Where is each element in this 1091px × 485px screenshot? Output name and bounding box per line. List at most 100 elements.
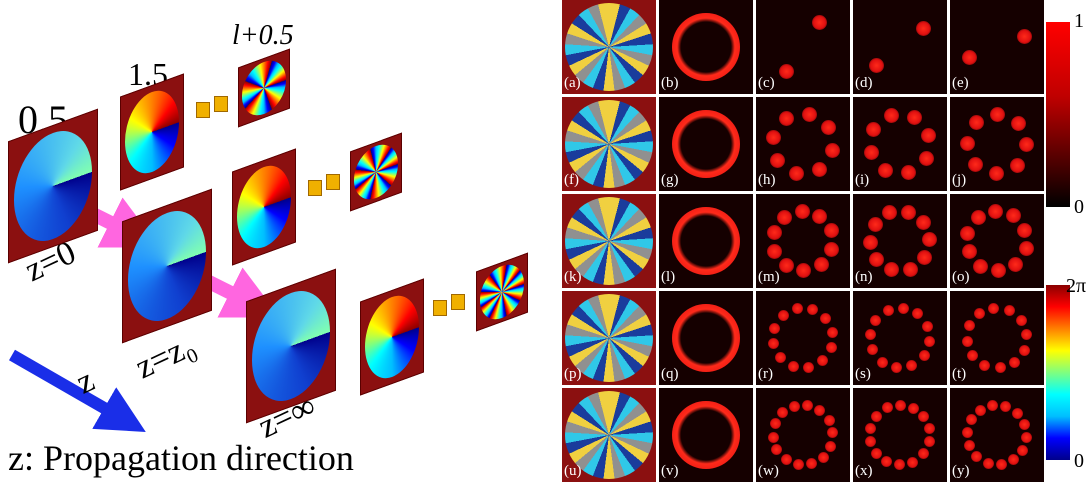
intensity-lobe	[959, 135, 975, 151]
intensity-lobe	[907, 456, 919, 468]
spoke-pattern	[565, 391, 653, 479]
phase-disk	[252, 279, 330, 413]
intensity-lobe	[907, 402, 919, 414]
intensity-lobe	[825, 342, 837, 354]
intensity-lobe	[794, 203, 810, 219]
ring	[672, 401, 740, 469]
ellipsis-dot	[451, 294, 465, 310]
intensity-lobe	[882, 205, 898, 221]
intensity-lobe	[915, 20, 931, 36]
intensity-lobe	[987, 399, 999, 411]
panel: (n)	[853, 194, 947, 288]
panel: (t)	[950, 291, 1044, 385]
ellipsis-dot	[308, 180, 322, 196]
phase-disk	[236, 156, 292, 258]
panel: (e)	[950, 0, 1044, 94]
panel: (u)	[562, 388, 656, 482]
intensity-lobe	[788, 400, 800, 412]
intensity-lobe	[973, 308, 985, 320]
intensity-lobe	[825, 440, 837, 452]
intensity-lobe	[871, 410, 883, 422]
intensity-lobe	[801, 107, 817, 123]
intensity-lobe	[1017, 444, 1029, 456]
intensity-lobe	[774, 352, 786, 364]
intensity-lobe	[767, 431, 779, 443]
panel: (a)	[562, 0, 656, 94]
phase-disk	[480, 258, 524, 326]
intensity-lobe	[807, 304, 819, 316]
intensity-lobe	[812, 208, 828, 224]
panel: (m)	[756, 194, 850, 288]
intensity-lobe	[918, 151, 934, 167]
intensity-lobe	[995, 459, 1007, 471]
panel-label: (o)	[952, 269, 970, 285]
intensity-lobe	[865, 422, 877, 434]
colorbar-label: 1	[1074, 10, 1084, 32]
intensity-lobe	[922, 232, 938, 248]
panel: (l)	[659, 194, 753, 288]
intensity-lobe	[897, 302, 909, 314]
panel-label: (n)	[855, 269, 873, 285]
phase-disk	[128, 199, 206, 333]
spoke-pattern	[565, 3, 653, 91]
intensity-lobe	[917, 250, 933, 266]
intensity-lobe	[967, 157, 983, 173]
intensity-lobe	[1008, 454, 1020, 466]
intensity-lobe	[915, 214, 931, 230]
intensity-lobe	[796, 263, 812, 279]
intensity-lobe	[964, 320, 976, 332]
intensity-lobe	[823, 223, 839, 239]
intensity-lobe	[963, 440, 975, 452]
panel-label: (k)	[564, 269, 582, 285]
intensity-lobe	[769, 322, 781, 334]
intensity-lobe	[863, 144, 879, 160]
spoke-pattern	[565, 100, 653, 188]
intensity-lobe	[960, 225, 976, 241]
panel-label: (t)	[952, 366, 967, 382]
panel-label: (i)	[855, 172, 870, 188]
intensity-lobe	[990, 106, 1006, 122]
intensity-lobe	[827, 427, 839, 439]
intensity-lobe	[865, 436, 877, 448]
panel: (r)	[756, 291, 850, 385]
ring	[672, 207, 740, 275]
intensity-lobe	[768, 338, 779, 350]
intensity-lobe	[803, 361, 815, 373]
caption: z: Propagation direction	[8, 438, 354, 478]
intensity-lobe	[1019, 418, 1031, 430]
intensity-lobe	[877, 162, 893, 178]
intensity-lobe	[866, 344, 878, 356]
intensity-colorbar	[1046, 22, 1070, 207]
panel-label: (s)	[855, 366, 871, 382]
panel: (h)	[756, 97, 850, 191]
intensity-lobe	[787, 360, 799, 372]
spoke-pattern	[565, 294, 653, 382]
intensity-lobe	[779, 111, 795, 127]
colorbar-label: 2π	[1066, 275, 1087, 297]
intensity-lobe	[871, 448, 882, 460]
intensity-lobe	[921, 128, 937, 144]
intensity-lobe	[817, 355, 829, 367]
intensity-lobe	[870, 314, 882, 326]
intensity-lobe	[771, 444, 783, 456]
intensity-lobe	[988, 302, 1000, 314]
intensity-lobe	[994, 362, 1006, 374]
intensity-lobe	[881, 402, 893, 414]
intensity-lobe	[824, 142, 840, 158]
panel-label: (p)	[564, 366, 582, 382]
panel: (w)	[756, 388, 850, 482]
intensity-lobe	[961, 50, 977, 66]
intensity-lobe	[792, 459, 804, 471]
intensity-lobe	[924, 335, 936, 347]
ellipsis-dot	[433, 300, 447, 316]
panel: (o)	[950, 194, 1044, 288]
intensity-lobe	[917, 448, 929, 460]
intensity-lobe	[766, 225, 782, 241]
intensity-lobe	[907, 110, 923, 126]
intensity-lobe	[974, 404, 986, 416]
intensity-lobe	[1010, 158, 1026, 174]
intensity-lobe	[826, 326, 838, 338]
colorbar-label: 0	[1074, 450, 1084, 472]
intensity-lobe	[811, 161, 827, 177]
